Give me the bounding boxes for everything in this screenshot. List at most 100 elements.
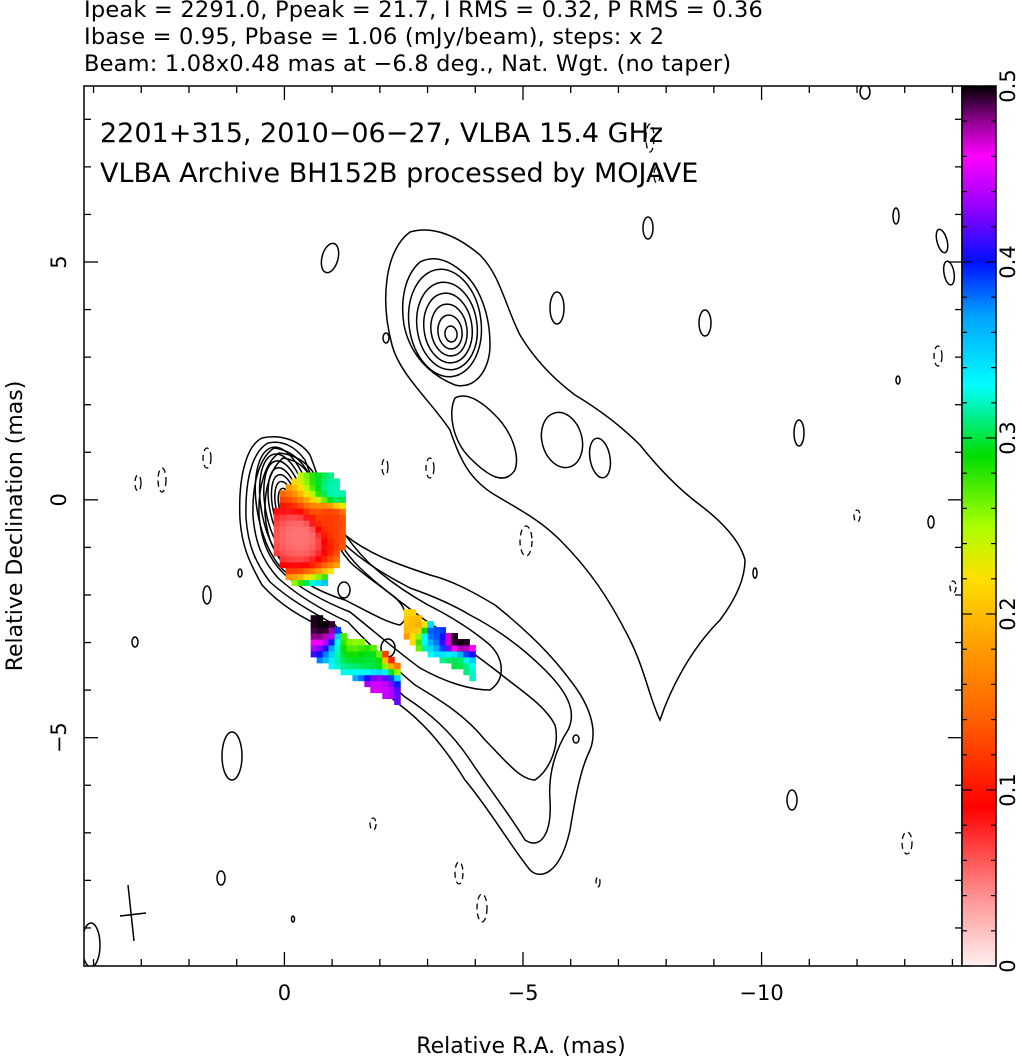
polarization-pixel <box>364 668 371 676</box>
polarization-pixel <box>469 662 476 670</box>
polarization-pixel <box>469 668 476 676</box>
polarization-pixel <box>388 656 395 664</box>
polarization-pixel <box>322 656 330 664</box>
polarization-pixel <box>427 627 435 634</box>
polarization-pixel <box>463 644 470 652</box>
polarization-pixel <box>364 680 371 688</box>
polarization-pixel <box>382 650 389 658</box>
polarization-pixel <box>297 496 305 503</box>
y-axis-label: Relative Declination (mas) <box>3 381 28 672</box>
contour-lines <box>84 86 956 966</box>
polarization-pixel <box>327 567 334 575</box>
polarization-pixel <box>303 514 311 521</box>
contour-level-1-outer-jet <box>385 229 746 722</box>
contour-level-1-inner-jet <box>238 436 594 875</box>
polarization-pixel <box>297 561 305 569</box>
polarization-pixel <box>303 543 311 551</box>
polarization-pixel <box>315 555 322 563</box>
polarization-pixel <box>333 543 340 551</box>
polarization-pixel <box>291 555 299 563</box>
plot-title-line2: VLBA Archive BH152B processed by MOJAVE <box>100 158 698 189</box>
polarization-pixel <box>358 638 365 646</box>
polarization-pixel <box>291 561 299 569</box>
colorbar-tick-label: 0.3 <box>996 421 1020 454</box>
polarization-pixel <box>303 531 311 539</box>
polarization-pixel <box>409 638 417 646</box>
polarization-pixel <box>315 567 322 575</box>
polarization-pixel <box>352 674 359 682</box>
polarization-pixel <box>334 656 342 664</box>
polarization-pixel <box>370 674 377 682</box>
polarization-pixel <box>333 508 340 515</box>
polarization-pixel <box>322 650 330 658</box>
polarization-pixel <box>394 680 401 688</box>
polarization-pixel <box>297 508 305 515</box>
polarization-pixel <box>322 627 330 634</box>
polarization-pixel <box>309 549 317 557</box>
polarization-pixel <box>427 633 435 640</box>
polarization-pixel <box>340 656 348 664</box>
polarization-pixel <box>273 520 281 527</box>
polarization-pixel <box>457 638 464 646</box>
x-axis-label: Relative R.A. (mas) <box>416 1034 625 1059</box>
polarization-pixel <box>303 526 311 533</box>
polarization-pixel <box>321 537 328 545</box>
y-tick-label: −5 <box>47 722 71 753</box>
polarization-pixel <box>370 656 377 664</box>
polarization-pixel <box>303 573 311 581</box>
polarization-pixel <box>403 621 411 628</box>
polarization-pixel <box>285 567 293 575</box>
polarization-pixel <box>388 662 395 670</box>
polarization-pixel <box>315 561 322 569</box>
polarization-pixel <box>370 686 377 694</box>
y-tick-label: 0 <box>47 493 71 506</box>
polarization-pixel <box>316 621 324 628</box>
polarization-pixel <box>364 650 371 658</box>
polarization-pixel <box>376 662 383 670</box>
polarization-pixel <box>409 609 417 616</box>
polarization-pixel <box>376 656 383 664</box>
polarization-pixel <box>469 650 476 658</box>
polarization-pixel <box>291 531 299 539</box>
polarization-pixel <box>340 650 348 658</box>
polarization-pixel <box>321 502 328 509</box>
colorbar <box>962 86 996 966</box>
polarization-pixel <box>358 650 365 658</box>
polarization-pixel <box>309 555 317 563</box>
polarization-pixel <box>297 579 305 587</box>
polarization-pixel <box>340 668 348 676</box>
polarization-pixel <box>433 650 441 658</box>
polarization-pixel <box>333 561 340 569</box>
polarization-pixel <box>316 615 324 622</box>
polarization-pixel <box>433 638 441 646</box>
polarization-pixel <box>388 686 395 694</box>
polarization-pixel <box>291 508 299 515</box>
polarization-pixel <box>339 526 346 533</box>
polarization-pixel <box>327 561 334 569</box>
polarization-pixel <box>415 621 423 628</box>
colorbar-tick-label: 0.4 <box>996 245 1020 278</box>
polarization-pixel <box>439 650 447 658</box>
polarization-pixel <box>358 662 365 670</box>
polarization-pixel <box>273 537 281 545</box>
polarization-pixel <box>285 537 293 545</box>
polarization-pixel <box>315 484 322 491</box>
polarization-pixel <box>463 662 470 670</box>
polarization-pixel <box>309 543 317 551</box>
polarization-pixel <box>303 555 311 563</box>
polarization-pixel <box>303 484 311 491</box>
polarization-pixel <box>445 638 453 646</box>
polarization-pixel <box>309 531 317 539</box>
polarization-pixel <box>327 484 334 491</box>
polarization-pixel <box>309 478 317 485</box>
polarization-pixel <box>415 644 423 652</box>
polarization-pixel <box>415 638 423 646</box>
polarization-pixel <box>327 520 334 527</box>
x-tick-label: 0 <box>278 981 291 1005</box>
polarization-pixel <box>303 520 311 527</box>
polarization-pixel <box>339 514 346 521</box>
polarization-pixel <box>285 555 293 563</box>
polarization-pixel <box>279 520 287 527</box>
polarization-pixel <box>328 638 336 646</box>
polarization-pixel <box>279 514 287 521</box>
